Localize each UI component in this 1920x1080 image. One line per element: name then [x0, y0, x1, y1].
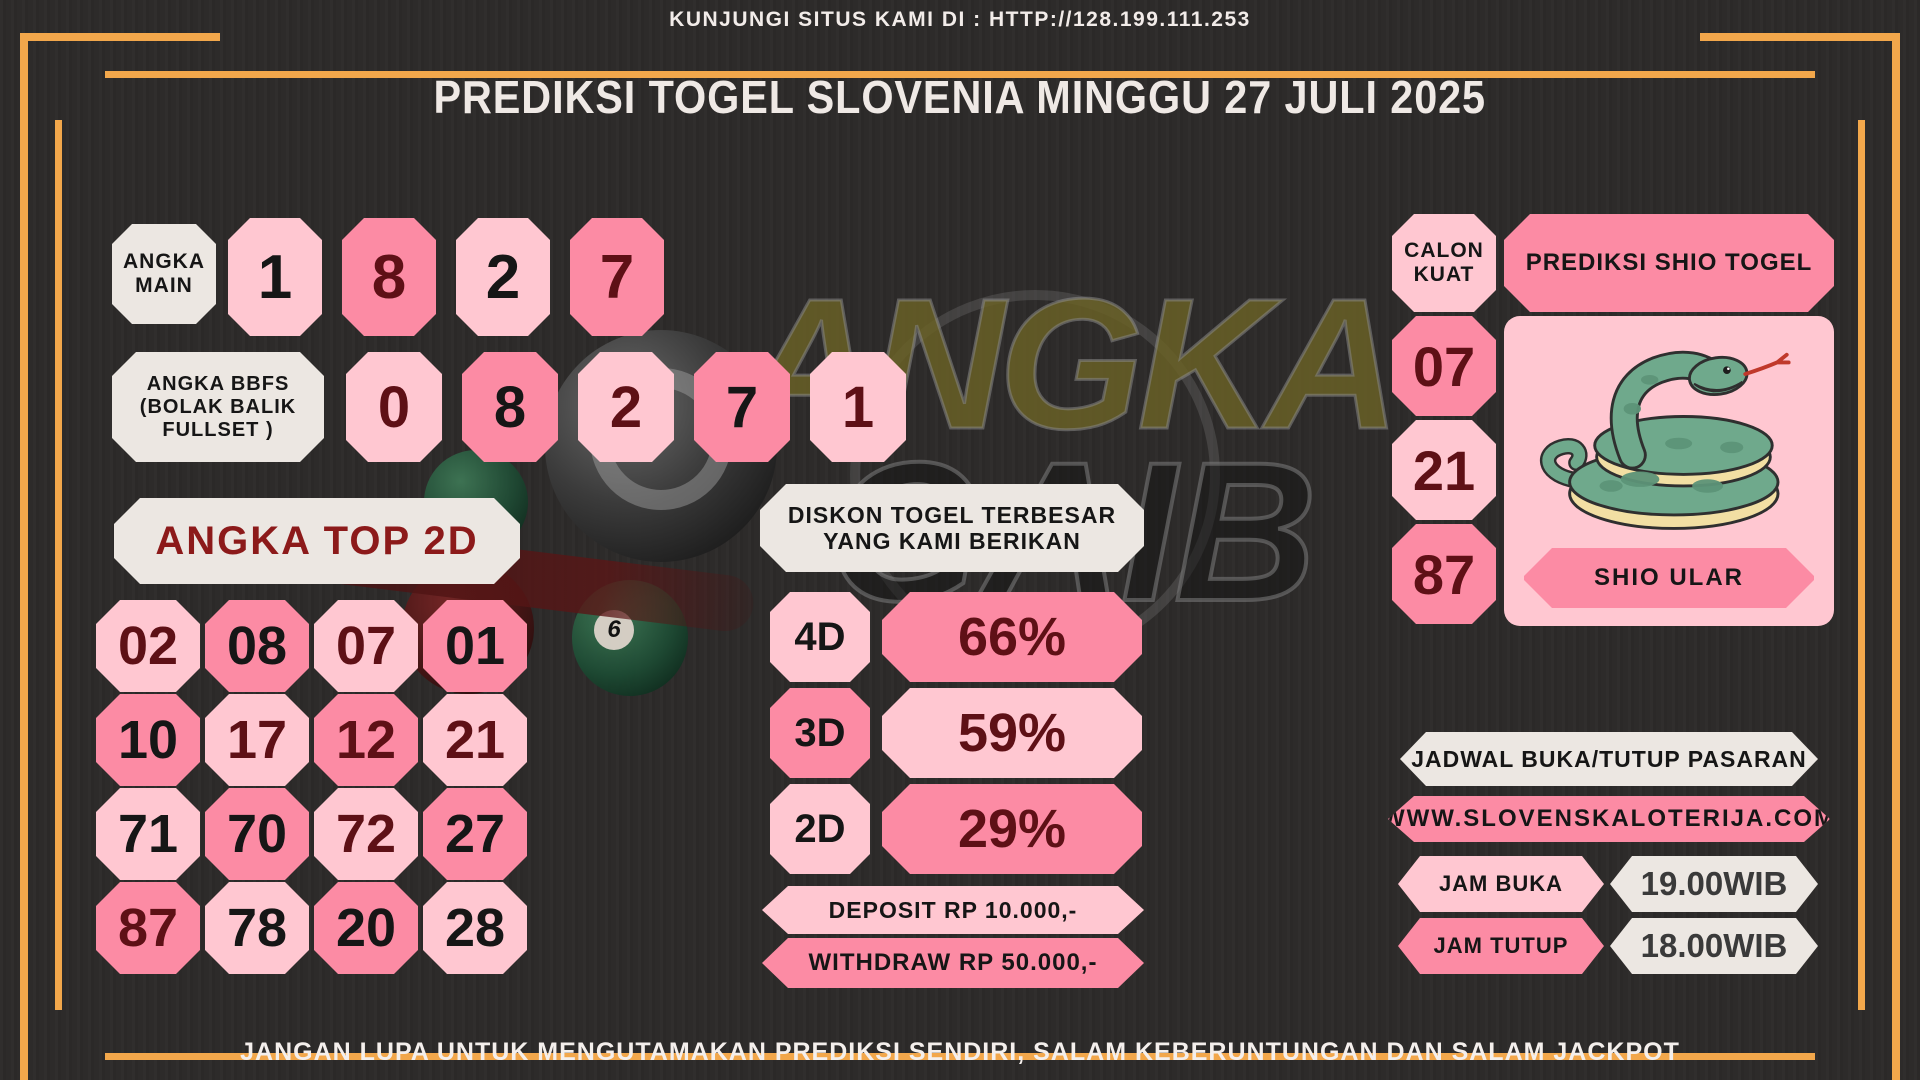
diskon-2d-label: 2D [770, 784, 870, 874]
bbfs-digit-3: 2 [578, 352, 674, 462]
angka-top-2d-banner: ANGKA TOP 2D [114, 498, 520, 584]
frame-outer-top-left-h [20, 33, 220, 41]
shio-animal-banner: SHIO ULAR [1524, 548, 1814, 608]
diskon-3d-value: 59% [882, 688, 1142, 778]
frame-inner-left-v [55, 120, 62, 1010]
top2d-cell-15: 20 [314, 882, 418, 974]
page-title-text: PREDIKSI TOGEL SLOVENIA MINGGU 27 JULI 2… [433, 71, 1487, 123]
jam-tutup-label: JAM TUTUP [1398, 918, 1604, 974]
diskon-heading: DISKON TOGEL TERBESAR YANG KAMI BERIKAN [760, 484, 1144, 572]
top2d-cell-11: 72 [314, 788, 418, 880]
angka-main-digit-4: 7 [570, 218, 664, 336]
calon-kuat-label: CALON KUAT [1392, 214, 1496, 312]
visit-url-text[interactable]: KUNJUNGI SITUS KAMI DI : HTTP://128.199.… [669, 8, 1251, 31]
top2d-cell-9: 71 [96, 788, 200, 880]
angka-bbfs-label: ANGKA BBFS (BOLAK BALIK FULLSET ) [112, 352, 324, 462]
top2d-cell-10: 70 [205, 788, 309, 880]
frame-outer-left-v [20, 33, 28, 1080]
calon-kuat-line2: KUAT [1413, 263, 1475, 286]
frame-outer-top-right-h [1700, 33, 1897, 41]
diskon-4d-label: 4D [770, 592, 870, 682]
angka-main-label: ANGKA MAIN [112, 224, 216, 324]
shio-card: SHIO ULAR [1504, 316, 1834, 626]
top2d-cell-4: 01 [423, 600, 527, 692]
bbfs-digit-4: 7 [694, 352, 790, 462]
angka-bbfs-label-line1: ANGKA BBFS [146, 372, 290, 395]
frame-inner-top-h [105, 71, 1815, 78]
angka-main-digit-2: 8 [342, 218, 436, 336]
frame-outer-right-v [1892, 33, 1900, 1080]
top2d-cell-13: 87 [96, 882, 200, 974]
top2d-cell-6: 17 [205, 694, 309, 786]
top2d-cell-12: 27 [423, 788, 527, 880]
top2d-cell-5: 10 [96, 694, 200, 786]
angka-main-digit-3: 2 [456, 218, 550, 336]
diskon-2d-value: 29% [882, 784, 1142, 874]
page-title: PREDIKSI TOGEL SLOVENIA MINGGU 27 JULI 2… [0, 70, 1920, 124]
jam-buka-time: 19.00WIB [1610, 856, 1818, 912]
bbfs-digit-5: 1 [810, 352, 906, 462]
prediksi-shio-banner: PREDIKSI SHIO TOGEL [1504, 214, 1834, 312]
diskon-3d-label: 3D [770, 688, 870, 778]
jam-tutup-time: 18.00WIB [1610, 918, 1818, 974]
bbfs-digit-1: 0 [346, 352, 442, 462]
website-banner[interactable]: WWW.SLOVENSKALOTERIJA.COM [1388, 796, 1830, 842]
shio-number-2: 21 [1392, 420, 1496, 520]
angka-bbfs-label-line3: FULLSET ) [162, 418, 274, 441]
top2d-cell-1: 02 [96, 600, 200, 692]
diskon-4d-value: 66% [882, 592, 1142, 682]
angka-main-label-line2: MAIN [135, 274, 193, 297]
jadwal-heading: JADWAL BUKA/TUTUP PASARAN [1400, 732, 1818, 786]
top2d-cell-14: 78 [205, 882, 309, 974]
top2d-cell-8: 21 [423, 694, 527, 786]
jam-buka-label: JAM BUKA [1398, 856, 1604, 912]
top2d-cell-2: 08 [205, 600, 309, 692]
frame-inner-right-v [1858, 120, 1865, 1010]
angka-bbfs-label-line2: (BOLAK BALIK [139, 395, 297, 418]
deposit-banner: DEPOSIT RP 10.000,- [762, 886, 1144, 934]
top2d-cell-3: 07 [314, 600, 418, 692]
frame-inner-bottom-h [105, 1053, 1815, 1060]
angka-main-label-line1: ANGKA [123, 249, 205, 273]
bbfs-digit-2: 8 [462, 352, 558, 462]
withdraw-banner: WITHDRAW RP 50.000,- [762, 938, 1144, 988]
footer-disclaimer: JANGAN LUPA UNTUK MENGUTAMAKAN PREDIKSI … [240, 1038, 1680, 1066]
angka-main-digit-1: 1 [228, 218, 322, 336]
snake-illustration [1540, 350, 1791, 530]
top2d-cell-7: 12 [314, 694, 418, 786]
top2d-cell-16: 28 [423, 882, 527, 974]
calon-kuat-line1: CALON [1404, 238, 1484, 262]
diskon-heading-line1: DISKON TOGEL TERBESAR [787, 501, 1117, 528]
diskon-heading-line2: YANG KAMI BERIKAN [823, 528, 1081, 554]
shio-number-1: 07 [1392, 316, 1496, 416]
shio-number-3: 87 [1392, 524, 1496, 624]
